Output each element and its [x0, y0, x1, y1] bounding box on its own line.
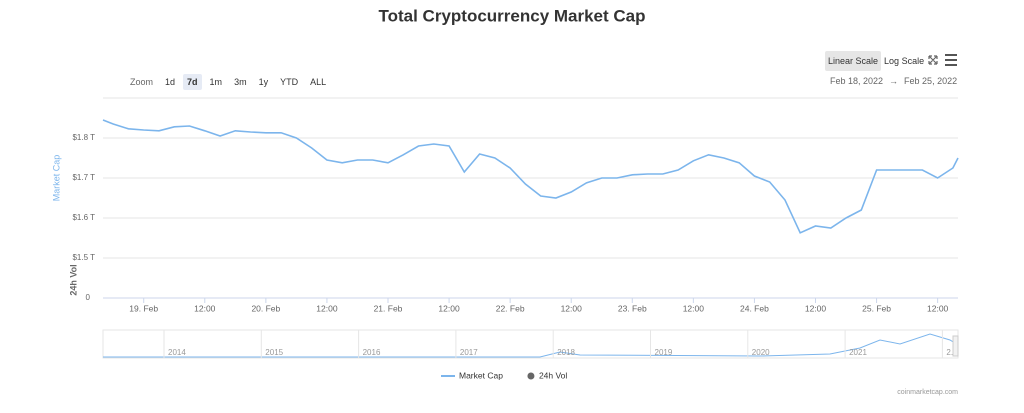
x-tick-label: 12:00 — [194, 303, 216, 313]
y-tick-label: $1.7 T — [72, 173, 95, 182]
scale-bar: Linear Scale Log Scale — [825, 51, 927, 71]
scale-button[interactable]: Linear Scale — [825, 51, 882, 71]
x-tick-label: 12:00 — [805, 303, 827, 313]
navigator-label: 2017 — [460, 348, 478, 357]
x-tick-label: 12:00 — [438, 303, 460, 313]
x-tick-label: 12:00 — [561, 303, 583, 313]
x-tick-label: 12:00 — [927, 303, 949, 313]
legend-label: 24h Vol — [539, 370, 567, 380]
navigator-label: 2015 — [265, 348, 283, 357]
legend-marker — [527, 372, 535, 380]
source: coinmarketcap.com — [897, 389, 958, 396]
x-tick-label: 12:00 — [683, 303, 705, 313]
date-range-text: Feb 25, 2022 — [904, 76, 958, 86]
date-range-text: → — [889, 76, 899, 86]
x-tick-label: 12:00 — [316, 303, 338, 313]
navigator-handle[interactable] — [952, 335, 959, 357]
y-tick-label: $1.6 T — [72, 213, 95, 222]
navigator-label: 2019 — [655, 348, 673, 357]
zoom-label: Zoom — [130, 77, 154, 87]
x-tick-label: 22. Feb — [496, 303, 525, 313]
y-tick-label: $1.5 T — [72, 253, 95, 262]
legend: Market Cap 24h Vol — [441, 370, 567, 380]
menu-icon[interactable] — [945, 54, 957, 66]
zoom-button[interactable]: 7d — [183, 74, 202, 90]
market-cap-line — [102, 119, 959, 234]
zoom-bar: Zoom 1d 7d 1m 3m 1y YTD ALL — [126, 74, 330, 90]
scale-button[interactable]: Log Scale — [884, 56, 925, 66]
navigator-label: 2016 — [363, 348, 381, 357]
x-tick-label: 20. Feb — [251, 303, 280, 313]
x-tick-label: 24. Feb — [740, 303, 769, 313]
x-tick-label: 23. Feb — [618, 303, 647, 313]
date-range-text: Feb 18, 2022 — [830, 76, 884, 86]
navigator-label: 2020 — [752, 348, 770, 357]
fullscreen-icon[interactable] — [928, 55, 938, 65]
x-tick-label: 21. Feb — [374, 303, 403, 313]
zoom-button[interactable]: 1m — [209, 77, 223, 87]
navigator-line — [103, 333, 959, 358]
y2-axis-title: 24h Vol — [68, 264, 78, 295]
y-axis-title: Market Cap — [51, 155, 61, 202]
zoom-button[interactable]: ALL — [310, 77, 327, 87]
navigator-label: 2. — [946, 348, 953, 357]
legend-label: Market Cap — [459, 370, 503, 380]
chart-title: Total Cryptocurrency Market Cap — [378, 6, 645, 25]
date-range: Feb 18, 2022 → Feb 25, 2022 — [830, 76, 957, 86]
navigator-label: 2014 — [168, 348, 186, 357]
zoom-button[interactable]: 1d — [165, 77, 176, 87]
zoom-button[interactable]: YTD — [280, 77, 299, 87]
zoom-button[interactable]: 1y — [258, 77, 269, 87]
y2-tick-label: 0 — [86, 293, 91, 302]
x-tick-label: 19. Feb — [129, 303, 158, 313]
navigator-label: 2021 — [849, 348, 867, 357]
zoom-button[interactable]: 3m — [234, 77, 247, 87]
y-tick-label: $1.8 T — [72, 133, 95, 142]
x-tick-label: 25. Feb — [862, 303, 891, 313]
navigator-label: 2018 — [557, 348, 575, 357]
